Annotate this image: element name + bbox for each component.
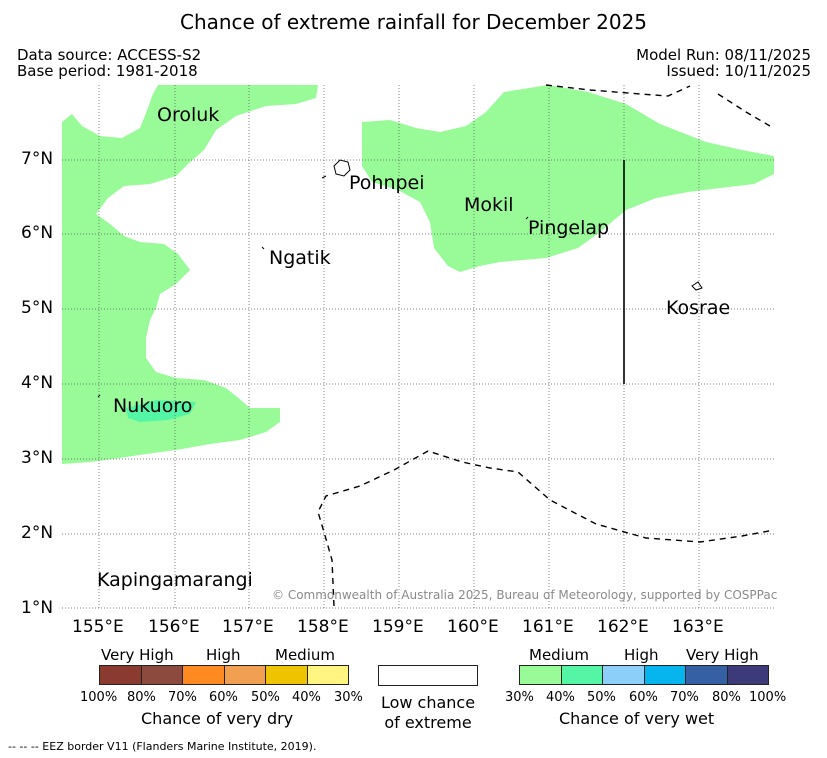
- lon-label-161e: 161°E: [522, 617, 574, 637]
- dry-pct-50: 50%: [251, 690, 280, 705]
- pohnpei-island-icon: [333, 159, 351, 177]
- wet-pct-100: 100%: [749, 690, 787, 705]
- dry-caption: Chance of very dry: [141, 709, 294, 728]
- dry-pct-100: 100%: [80, 690, 118, 705]
- wet-pct-80: 80%: [712, 690, 741, 705]
- lon-label-160e: 160°E: [447, 617, 499, 637]
- ant-atoll-icon: [321, 175, 327, 179]
- wet-swatch: [727, 666, 768, 684]
- data-source-text: Data source: ACCESS-S2: [17, 46, 202, 64]
- island-shapes: [97, 159, 703, 398]
- wet-pct-40: 40%: [546, 690, 575, 705]
- copyright-credit: © Commonwealth of Australia 2025, Bureau…: [272, 588, 778, 602]
- wet-pct-50: 50%: [587, 690, 616, 705]
- lat-label-2n: 2°N: [21, 523, 54, 543]
- lat-label-7n: 7°N: [21, 149, 54, 169]
- wet-swatch: [603, 666, 645, 684]
- lat-label-3n: 3°N: [21, 448, 54, 468]
- model-run-text: Model Run: 08/11/2025: [636, 46, 811, 64]
- lat-label-4n: 4°N: [21, 373, 54, 393]
- dry-swatch: [224, 666, 266, 684]
- wet-region-west: [62, 85, 318, 464]
- eez-border-note: -- -- -- EEZ border V11 (Flanders Marine…: [8, 740, 317, 753]
- dry-swatch: [307, 666, 348, 684]
- dry-swatch: [100, 666, 142, 684]
- lon-label-156e: 156°E: [148, 617, 200, 637]
- wet-heading-medium: Medium: [529, 646, 589, 664]
- nukuoro-atoll-icon: [97, 394, 101, 398]
- kosrae-island-icon: [691, 281, 703, 291]
- lat-label-6n: 6°N: [21, 223, 54, 243]
- place-nukuoro: Nukuoro: [113, 395, 193, 417]
- dry-heading-very-high: Very High: [101, 646, 174, 664]
- wet-swatch: [561, 666, 603, 684]
- ngatik-atoll-icon: [261, 246, 265, 250]
- neutral-caption: Low chance of extreme: [377, 693, 479, 733]
- wet-heading-very-high: Very High: [686, 646, 759, 664]
- lon-label-163e: 163°E: [672, 617, 724, 637]
- neutral-caption-line1: Low chance: [380, 693, 476, 712]
- wet-pct-70: 70%: [670, 690, 699, 705]
- wet-caption: Chance of very wet: [559, 709, 715, 728]
- neutral-caption-line2: of extreme: [384, 713, 472, 732]
- dry-swatch: [183, 666, 225, 684]
- eez-border: [317, 84, 775, 607]
- place-pohnpei: Pohnpei: [349, 172, 425, 194]
- dry-pct-70: 70%: [168, 690, 197, 705]
- lon-label-155e: 155°E: [72, 617, 124, 637]
- meta-right: Model Run: 08/11/2025 Issued: 10/11/2025: [636, 47, 811, 79]
- lon-label-162e: 162°E: [597, 617, 649, 637]
- dry-swatch: [141, 666, 183, 684]
- dry-colorbar: [99, 665, 349, 685]
- wet-swatch: [644, 666, 686, 684]
- wet-heading-high: High: [624, 646, 659, 664]
- place-ngatik: Ngatik: [269, 247, 331, 269]
- wet-region-east: [362, 85, 774, 272]
- meta-left: Data source: ACCESS-S2 Base period: 1981…: [17, 47, 201, 79]
- lat-label-5n: 5°N: [21, 298, 54, 318]
- lon-label-157e: 157°E: [222, 617, 274, 637]
- dry-pct-30: 30%: [334, 690, 363, 705]
- dry-heading-high: High: [206, 646, 241, 664]
- place-oroluk: Oroluk: [157, 104, 220, 126]
- wet-colorbar: [519, 665, 769, 685]
- dry-pct-80: 80%: [127, 690, 156, 705]
- issued-text: Issued: 10/11/2025: [666, 62, 811, 80]
- wet-swatch: [520, 666, 562, 684]
- neutral-swatch: [378, 665, 478, 686]
- place-mokil: Mokil: [464, 194, 514, 216]
- wet-pct-30: 30%: [505, 690, 534, 705]
- lon-label-159e: 159°E: [372, 617, 424, 637]
- dry-pct-40: 40%: [292, 690, 321, 705]
- pingelap-atoll-icon: [525, 216, 529, 220]
- dry-pct-60: 60%: [209, 690, 238, 705]
- place-kosrae: Kosrae: [666, 297, 731, 319]
- dry-swatch: [266, 666, 308, 684]
- place-pingelap: Pingelap: [528, 217, 610, 239]
- grid-lines: [62, 85, 774, 609]
- wet-pct-60: 60%: [629, 690, 658, 705]
- base-period-text: Base period: 1981-2018: [17, 62, 198, 80]
- place-kapingamarangi: Kapingamarangi: [97, 569, 253, 591]
- lon-label-158e: 158°E: [297, 617, 349, 637]
- dry-heading-medium: Medium: [275, 646, 335, 664]
- lat-label-1n: 1°N: [21, 598, 54, 618]
- chart-title: Chance of extreme rainfall for December …: [179, 10, 648, 34]
- wet-swatch: [686, 666, 728, 684]
